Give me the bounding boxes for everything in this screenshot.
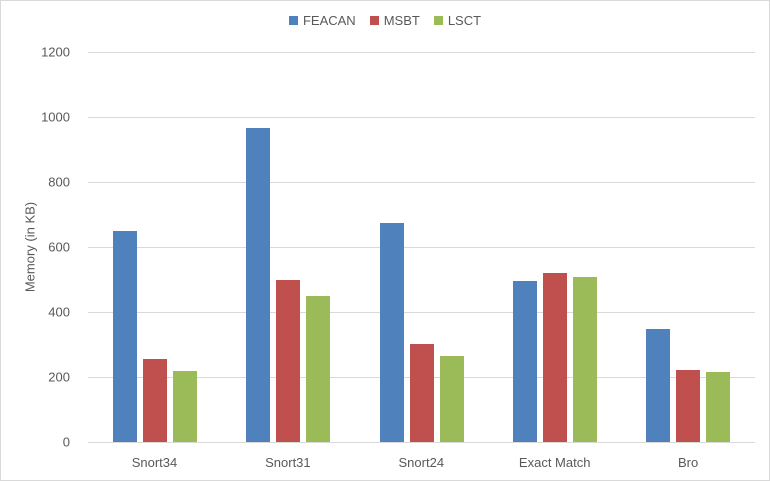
legend-swatch [433, 16, 443, 25]
legend-item-lsct: LSCT [433, 13, 482, 28]
bar-feacan-bro [646, 328, 671, 442]
gridline [88, 52, 755, 53]
bar-msbt-snort31 [276, 280, 301, 442]
gridline [88, 312, 755, 313]
legend-item-feacan: FEACAN [288, 13, 356, 28]
bar-feacan-snort31 [246, 127, 271, 442]
legend-label: LSCT [447, 13, 482, 28]
bar-lsct-bro [706, 372, 731, 442]
y-tick-label: 600 [48, 239, 70, 255]
gridline [88, 182, 755, 183]
plot-area [88, 52, 755, 443]
gridline [88, 442, 755, 443]
legend-label: FEACAN [302, 13, 356, 28]
bar-feacan-snort24 [379, 222, 404, 442]
y-tick-label: 1200 [41, 44, 70, 60]
x-tick-label: Snort34 [131, 455, 178, 470]
bar-msbt-snort24 [409, 343, 434, 442]
legend-swatch [288, 16, 298, 25]
legend-swatch [369, 16, 379, 25]
x-tick-label: Exact Match [518, 455, 591, 470]
y-tick-label: 0 [62, 434, 70, 450]
x-tick-label: Snort31 [265, 455, 311, 470]
gridline [88, 247, 755, 248]
bar-lsct-exact-match [572, 276, 597, 442]
legend-label: MSBT [383, 13, 420, 28]
bar-msbt-snort34 [142, 358, 167, 442]
bar-feacan-snort34 [112, 230, 137, 442]
y-tick-label: 800 [48, 174, 70, 190]
gridline [88, 117, 755, 118]
legend-item-msbt: MSBT [369, 13, 420, 28]
chart-legend: FEACAN MSBT LSCT [0, 13, 770, 28]
bar-lsct-snort31 [306, 296, 331, 442]
y-tick-label: 400 [48, 304, 70, 320]
bar-lsct-snort24 [439, 355, 464, 442]
x-tick-label: Snort24 [398, 455, 445, 470]
y-tick-label: 1000 [41, 109, 70, 125]
x-tick-label: Bro [677, 455, 699, 470]
bar-feacan-exact-match [512, 281, 537, 442]
bar-msbt-exact-match [542, 273, 567, 442]
y-tick-label: 200 [48, 369, 70, 385]
bar-lsct-snort34 [172, 371, 197, 442]
bar-msbt-bro [676, 369, 701, 442]
